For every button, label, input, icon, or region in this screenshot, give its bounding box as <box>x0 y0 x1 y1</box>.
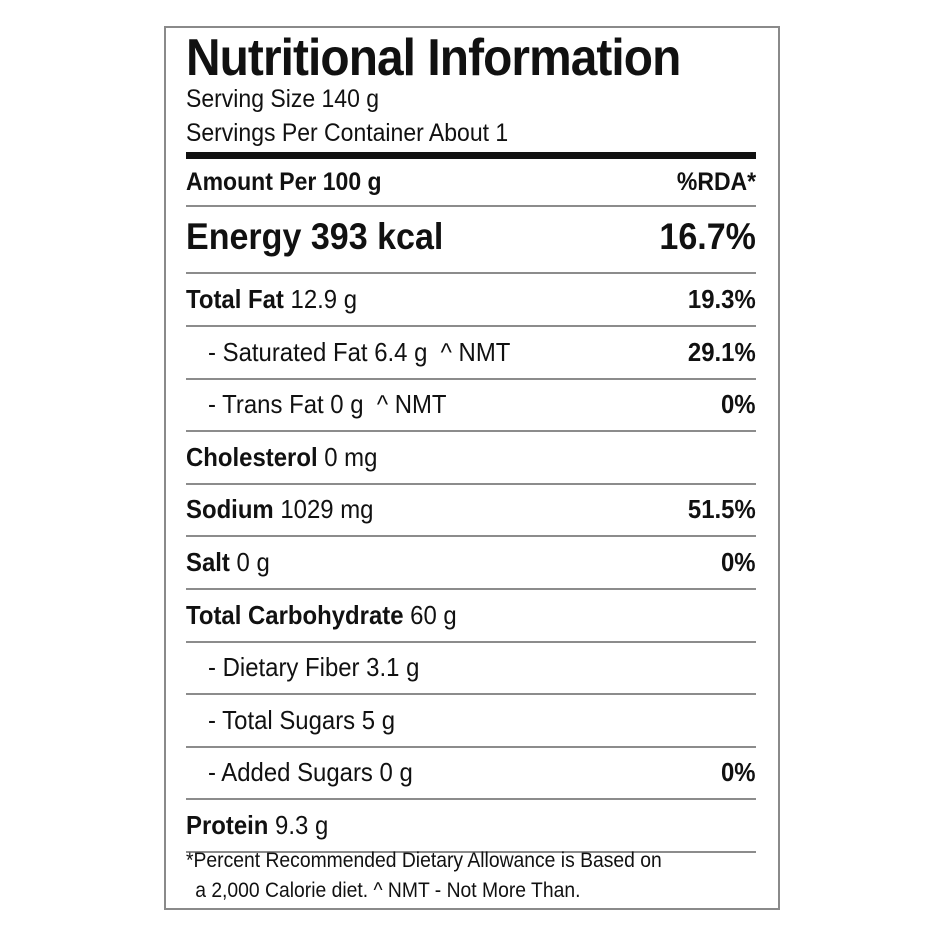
nutrient-amount: 60 g <box>403 599 457 630</box>
nutrient-pct: 19.3% <box>688 284 756 314</box>
divider <box>186 798 756 801</box>
nutrient-text: Protein 9.3 g <box>186 810 328 841</box>
nutrient-pct: 29.1% <box>688 336 756 367</box>
nutrient-row: Protein 9.3 g <box>186 810 756 850</box>
nutrition-label: Nutritional Information Serving Size 140… <box>164 26 780 910</box>
divider <box>186 851 756 853</box>
nutrient-row: - Dietary Fiber 3.1 g <box>186 652 756 692</box>
nutrient-amount: 0 mg <box>317 441 378 472</box>
nutrient-name: - Added Sugars 0 g <box>208 757 413 788</box>
nutrient-text: - Total Sugars 5 g <box>208 705 395 736</box>
nutrient-amount: 9.3 g <box>268 810 329 840</box>
nutrient-row: Salt 0 g 0% <box>186 547 756 587</box>
amount-header-row: Amount Per 100 g %RDA* <box>186 168 756 204</box>
nutrient-amount: 12.9 g <box>283 284 358 314</box>
label-title: Nutritional Information <box>186 29 681 87</box>
energy-label: Energy 393 kcal <box>186 216 444 257</box>
serving-size: Serving Size 140 g <box>186 85 380 113</box>
divider <box>186 430 756 433</box>
nutrient-name: - Trans Fat 0 g <box>208 389 364 420</box>
nutrient-text: Total Fat 12.9 g <box>186 284 357 315</box>
nutrient-row: Total Carbohydrate 60 g <box>186 600 756 640</box>
servings-per-container: Servings Per Container About 1 <box>186 119 509 147</box>
energy-pct: 16.7% <box>659 216 756 257</box>
nutrient-row: Sodium 1029 mg 51.5% <box>186 494 756 534</box>
nutrient-name: Cholesterol <box>186 441 318 472</box>
nutrient-amount: ^ NMT <box>363 389 447 420</box>
thick-divider <box>186 152 756 159</box>
footnote-line-2: a 2,000 Calorie diet. ^ NMT - Not More T… <box>195 879 581 902</box>
nutrient-text: - Dietary Fiber 3.1 g <box>208 652 419 683</box>
footnote-line-1: *Percent Recommended Dietary Allowance i… <box>186 849 662 872</box>
nutrient-pct: 0% <box>721 547 756 577</box>
nutrient-row: - Trans Fat 0 g ^ NMT 0% <box>186 389 756 429</box>
nutrient-pct: 51.5% <box>688 494 756 525</box>
nutrient-row: - Total Sugars 5 g <box>186 705 756 745</box>
nutrient-text: Salt 0 g <box>186 547 270 578</box>
divider <box>186 205 756 207</box>
divider <box>186 272 756 274</box>
divider <box>186 745 756 748</box>
nutrient-text: Total Carbohydrate 60 g <box>186 600 457 631</box>
footnote: *Percent Recommended Dietary Allowance i… <box>186 846 662 906</box>
divider <box>186 377 756 380</box>
nutrient-name: - Saturated Fat 6.4 g <box>208 336 428 367</box>
nutrient-text: - Saturated Fat 6.4 g ^ NMT <box>208 337 510 368</box>
nutrient-amount: ^ NMT <box>427 336 511 367</box>
nutrient-text: Sodium 1029 mg <box>186 494 373 525</box>
nutrient-row: - Added Sugars 0 g 0% <box>186 757 756 797</box>
nutrient-name: Total Carbohydrate <box>186 599 404 630</box>
divider <box>186 640 756 643</box>
nutrient-name: - Total Sugars 5 g <box>208 704 396 735</box>
nutrient-text: Cholesterol 0 mg <box>186 442 377 473</box>
nutrient-row: Total Fat 12.9 g 19.3% <box>186 284 756 324</box>
divider <box>186 588 756 590</box>
divider <box>186 693 756 696</box>
nutrient-name: - Dietary Fiber 3.1 g <box>208 652 420 683</box>
nutrient-amount: 1029 mg <box>273 494 374 525</box>
nutrient-name: Protein <box>186 810 269 840</box>
amount-per-label: Amount Per 100 g <box>186 168 382 196</box>
divider <box>186 482 756 485</box>
nutrient-row: - Saturated Fat 6.4 g ^ NMT 29.1% <box>186 337 756 377</box>
nutrient-amount: 0 g <box>229 547 270 577</box>
nutrient-name: Salt <box>186 547 230 577</box>
nutrient-pct: 0% <box>721 389 756 420</box>
nutrient-pct: 0% <box>721 757 756 788</box>
nutrient-text: - Trans Fat 0 g ^ NMT <box>208 389 447 420</box>
nutrient-name: Total Fat <box>186 284 284 314</box>
nutrient-text: - Added Sugars 0 g <box>208 757 413 788</box>
energy-row: Energy 393 kcal 16.7% <box>186 216 756 266</box>
rda-header: %RDA* <box>676 168 756 196</box>
nutrition-label-content: Nutritional Information Serving Size 140… <box>186 28 756 908</box>
nutrient-row: Cholesterol 0 mg <box>186 442 756 482</box>
divider <box>186 535 756 538</box>
nutrient-name: Sodium <box>186 494 274 525</box>
divider <box>186 325 756 327</box>
